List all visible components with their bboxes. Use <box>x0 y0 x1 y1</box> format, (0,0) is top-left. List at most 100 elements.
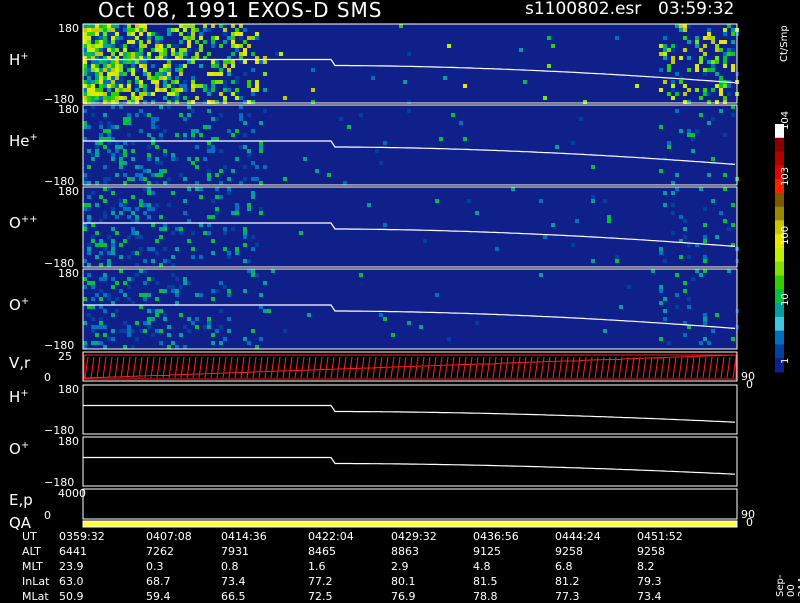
spectrogram-cell <box>243 231 247 235</box>
spectrogram-cell <box>111 313 115 317</box>
spectrogram-cell <box>131 251 135 255</box>
spectrogram-cell <box>119 255 123 259</box>
spectrogram-cell <box>207 215 211 219</box>
spectrogram-cell <box>135 251 139 255</box>
spectrogram-cell <box>227 72 231 76</box>
spectrogram-cell <box>95 40 99 44</box>
spectrogram-cell <box>151 223 155 227</box>
panels-group <box>82 23 739 528</box>
spectrogram-cell <box>147 76 151 80</box>
spectrogram-cell <box>667 141 671 145</box>
spectrogram-cell <box>167 203 171 207</box>
spectrogram-cell <box>675 293 679 297</box>
spectrogram-cell <box>223 231 227 235</box>
spectrogram-cell <box>171 52 175 56</box>
spectrogram-cell <box>95 72 99 76</box>
spectrogram-cell <box>99 289 103 293</box>
spectrogram-cell <box>179 40 183 44</box>
spectrogram-cell <box>123 52 127 56</box>
right-min-tick: 0 <box>746 516 753 529</box>
spectrogram-cell <box>91 52 95 56</box>
spectrogram-cell <box>171 289 175 293</box>
spectrogram-cell <box>235 96 239 100</box>
spectrogram-cell <box>227 36 231 40</box>
ephemeris-value: 0359:32 <box>59 530 105 543</box>
spectrogram-cell <box>167 32 171 36</box>
spectrogram-cell <box>207 100 211 104</box>
spectrogram-cell <box>167 72 171 76</box>
spectrogram-cell <box>675 105 679 109</box>
spectrogram-cell <box>251 247 255 251</box>
spectrogram-cell <box>155 72 159 76</box>
spectrogram-cell <box>203 231 207 235</box>
spectrogram-cell <box>95 44 99 48</box>
spectrogram-cell <box>243 227 247 231</box>
spectrogram-cell <box>87 64 91 68</box>
spectrogram-cell <box>95 24 99 28</box>
spectrogram-cell <box>263 56 267 60</box>
spectrogram-cell <box>215 60 219 64</box>
spectrogram-cell <box>103 293 107 297</box>
spectrogram-cell <box>95 153 99 157</box>
spectrogram-cell <box>679 28 683 32</box>
spectrogram-cell <box>699 56 703 60</box>
spectrogram-cell <box>255 177 259 181</box>
spectrogram-cell <box>111 36 115 40</box>
spectrogram-cell <box>107 177 111 181</box>
spectrogram-cell <box>119 317 123 321</box>
spectrogram-cell <box>99 24 103 28</box>
spectrogram-cell <box>135 321 139 325</box>
spectrogram-cell <box>91 247 95 251</box>
spectrogram-cell <box>83 84 87 88</box>
spectrogram-cell <box>171 48 175 52</box>
spectrogram-cell <box>127 80 131 84</box>
ephemeris-label-UT: UT <box>22 530 37 543</box>
spectrogram-cell <box>163 289 167 293</box>
spectrogram-cell <box>123 161 127 165</box>
spectrogram-cell <box>191 109 195 113</box>
spectrogram-cell <box>683 289 687 293</box>
spectrogram-cell <box>175 169 179 173</box>
spectrogram-cell <box>239 52 243 56</box>
spectrogram-cell <box>163 153 167 157</box>
spectrogram-cell <box>575 219 579 223</box>
spectrogram-cell <box>663 48 667 52</box>
spectrogram-cell <box>87 281 91 285</box>
spectrogram-cell <box>87 231 91 235</box>
spectrogram-cell <box>723 84 727 88</box>
spectrogram-cell <box>123 173 127 177</box>
spectrogram-cell <box>211 149 215 153</box>
spectrogram-cell <box>211 341 215 345</box>
spectrogram-cell <box>207 109 211 113</box>
spectrogram-cell <box>243 60 247 64</box>
spectrogram-cell <box>83 117 87 121</box>
spectrogram-cell <box>143 64 147 68</box>
ephemeris-value: 4.8 <box>473 560 491 573</box>
spectrogram-cell <box>231 227 235 231</box>
spectrogram-cell <box>263 165 267 169</box>
spectrogram-cell <box>163 56 167 60</box>
ephemeris-value: 0436:56 <box>473 530 519 543</box>
spectrogram-cell <box>259 293 263 297</box>
spectrogram-cell <box>283 329 287 333</box>
spectrogram-cell <box>103 215 107 219</box>
panel-label-O+b: O+ <box>9 440 30 458</box>
ephemeris-value: 0451:52 <box>637 530 683 543</box>
spectrogram-cell <box>591 165 595 169</box>
spectrogram-cell <box>715 84 719 88</box>
spectrogram-cell <box>159 133 163 137</box>
spectrogram-cell <box>167 64 171 68</box>
spectrogram-cell <box>83 223 87 227</box>
spectrogram-cell <box>683 84 687 88</box>
spectrogram-cell <box>231 32 235 36</box>
spectrogram-cell <box>103 129 107 133</box>
spectrogram-cell <box>207 145 211 149</box>
spectrogram-cell <box>215 211 219 215</box>
spectrogram-cell <box>83 92 87 96</box>
spectrogram-cell <box>111 72 115 76</box>
spectrogram-cell <box>539 187 543 191</box>
ephemeris-label-InLat: InLat <box>22 575 50 588</box>
spectrogram-cell <box>703 52 707 56</box>
spectrogram-cell <box>211 80 215 84</box>
spectrogram-cell <box>691 149 695 153</box>
